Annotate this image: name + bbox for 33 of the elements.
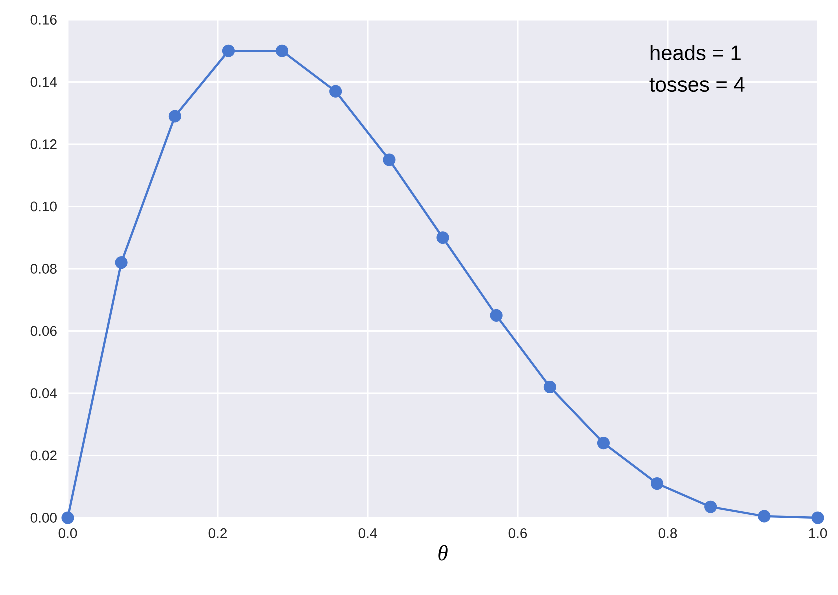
x-tick-label: 1.0 bbox=[809, 528, 828, 538]
point bbox=[651, 477, 664, 490]
point bbox=[758, 510, 771, 523]
y-tick-label: 0.04 bbox=[30, 388, 58, 398]
point bbox=[168, 110, 182, 123]
y-tick-label: 0.06 bbox=[30, 326, 57, 336]
point bbox=[330, 85, 342, 98]
point bbox=[222, 44, 235, 58]
point bbox=[597, 437, 610, 450]
y-tick-label: 0.08 bbox=[30, 264, 57, 274]
point bbox=[62, 512, 74, 524]
x-tick-label: 0.6 bbox=[508, 528, 528, 538]
y-tick-label: 0.00 bbox=[30, 513, 57, 523]
point bbox=[436, 232, 450, 244]
x-axis-title: θ bbox=[438, 545, 448, 561]
x-tick-label: 0.4 bbox=[358, 528, 378, 538]
x-tick-label: 0.0 bbox=[58, 528, 78, 538]
point bbox=[704, 500, 718, 514]
point bbox=[276, 44, 289, 58]
x-tick-label: 0.2 bbox=[208, 528, 227, 538]
y-tick-label: 0.16 bbox=[30, 15, 57, 25]
y-tick-label: 0.14 bbox=[30, 77, 58, 88]
y-tick-label: 0.02 bbox=[30, 450, 57, 461]
point bbox=[490, 309, 503, 322]
annotation: tosses = 4 bbox=[650, 77, 745, 92]
y-tick-label: 0.10 bbox=[30, 202, 57, 212]
annotation: heads = 1 bbox=[650, 45, 741, 60]
point bbox=[115, 256, 128, 270]
point bbox=[812, 512, 824, 524]
point bbox=[383, 154, 396, 166]
y-tick-label: 0.12 bbox=[30, 140, 57, 150]
x-tick-label: 0.8 bbox=[658, 528, 678, 538]
point bbox=[544, 381, 556, 394]
